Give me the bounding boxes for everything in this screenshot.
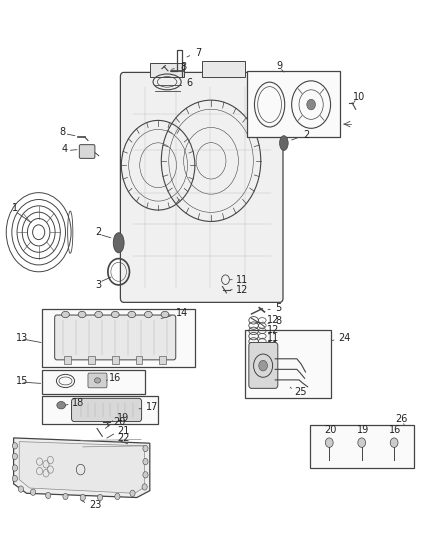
- Text: 20: 20: [324, 425, 336, 435]
- Circle shape: [358, 438, 366, 447]
- Bar: [159, 356, 166, 364]
- Circle shape: [98, 494, 102, 500]
- Text: 19: 19: [117, 414, 129, 423]
- Text: 18: 18: [72, 398, 84, 408]
- Ellipse shape: [78, 311, 86, 318]
- Bar: [42, 309, 195, 367]
- Ellipse shape: [113, 233, 124, 253]
- Ellipse shape: [145, 311, 152, 318]
- Text: 2: 2: [95, 227, 101, 237]
- Text: 10: 10: [353, 92, 365, 102]
- Ellipse shape: [279, 136, 288, 150]
- Bar: [247, 71, 340, 138]
- Circle shape: [143, 458, 148, 465]
- Text: 11: 11: [267, 333, 279, 343]
- Bar: [150, 63, 184, 77]
- Bar: [112, 356, 119, 364]
- Circle shape: [12, 465, 18, 471]
- Text: 20: 20: [113, 417, 126, 426]
- Text: 2: 2: [304, 130, 310, 140]
- Circle shape: [31, 489, 35, 495]
- Text: 1: 1: [12, 204, 18, 214]
- Text: 25: 25: [295, 387, 307, 397]
- Text: 4: 4: [61, 144, 67, 155]
- Circle shape: [130, 490, 135, 496]
- Text: 12: 12: [267, 316, 279, 325]
- Text: 15: 15: [16, 376, 28, 386]
- Circle shape: [80, 494, 85, 500]
- FancyBboxPatch shape: [88, 373, 107, 388]
- FancyBboxPatch shape: [120, 72, 283, 302]
- Circle shape: [259, 360, 268, 371]
- Circle shape: [143, 472, 148, 478]
- Ellipse shape: [161, 311, 169, 318]
- Bar: [88, 356, 95, 364]
- Ellipse shape: [57, 401, 66, 409]
- Text: 11: 11: [267, 341, 279, 351]
- Text: 12: 12: [236, 285, 249, 295]
- Circle shape: [143, 445, 148, 451]
- FancyBboxPatch shape: [55, 315, 176, 360]
- Text: 8: 8: [275, 316, 281, 326]
- Text: 26: 26: [396, 415, 408, 424]
- Bar: [64, 356, 71, 364]
- Bar: [245, 330, 332, 398]
- Text: 5: 5: [275, 303, 282, 313]
- Text: 22: 22: [117, 433, 130, 443]
- Circle shape: [390, 438, 398, 447]
- Text: 7: 7: [195, 48, 201, 58]
- Circle shape: [18, 486, 24, 492]
- Circle shape: [12, 443, 18, 449]
- Text: 8: 8: [59, 127, 65, 137]
- Text: 3: 3: [95, 280, 101, 290]
- Text: 19: 19: [357, 425, 369, 435]
- Text: 16: 16: [109, 373, 121, 383]
- Polygon shape: [14, 438, 150, 497]
- Circle shape: [115, 494, 120, 499]
- Text: 16: 16: [389, 425, 401, 435]
- Text: 13: 13: [16, 333, 28, 343]
- Bar: [42, 396, 159, 424]
- Text: 24: 24: [338, 333, 350, 343]
- Text: 8: 8: [180, 62, 186, 72]
- Bar: [202, 61, 245, 77]
- Ellipse shape: [95, 378, 100, 383]
- Bar: [135, 356, 142, 364]
- Circle shape: [12, 453, 18, 459]
- Text: 9: 9: [276, 61, 283, 71]
- Text: 17: 17: [145, 402, 158, 412]
- Ellipse shape: [128, 311, 136, 318]
- FancyBboxPatch shape: [71, 398, 141, 422]
- Ellipse shape: [111, 311, 119, 318]
- Text: 21: 21: [117, 426, 130, 436]
- Circle shape: [46, 492, 51, 498]
- Text: 12: 12: [267, 325, 279, 335]
- Circle shape: [307, 99, 315, 110]
- FancyBboxPatch shape: [79, 144, 95, 158]
- Bar: [42, 370, 145, 394]
- Bar: [310, 425, 413, 468]
- Text: 23: 23: [89, 500, 102, 510]
- FancyBboxPatch shape: [249, 342, 278, 389]
- Ellipse shape: [95, 311, 102, 318]
- Polygon shape: [19, 442, 145, 494]
- Circle shape: [142, 484, 147, 490]
- Text: 11: 11: [236, 274, 248, 285]
- Circle shape: [325, 438, 333, 447]
- Text: 6: 6: [187, 78, 193, 88]
- Ellipse shape: [62, 311, 69, 318]
- Text: 14: 14: [176, 308, 188, 318]
- Circle shape: [12, 475, 18, 482]
- Circle shape: [63, 494, 68, 499]
